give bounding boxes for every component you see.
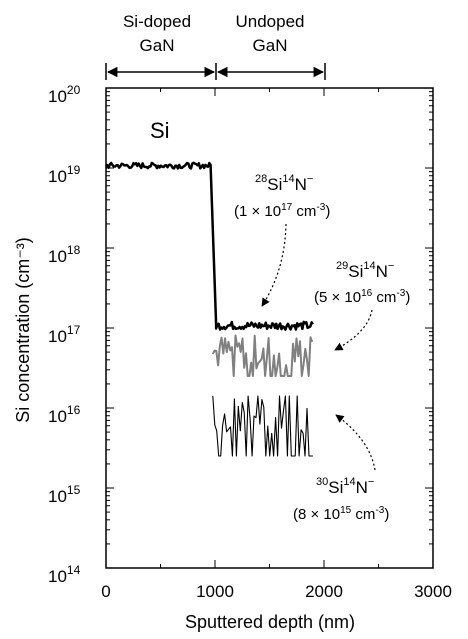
annotation-29sin-conc: (5 × 1016 cm-3)	[314, 288, 410, 306]
x-tick-label: 3000	[414, 582, 452, 601]
y-tick-labels: 1020 1019 1018 1017 1016 1015 1014	[48, 83, 81, 586]
tick-layer	[105, 87, 434, 569]
annotation-si: Si	[150, 118, 170, 143]
series-si-line	[104, 161, 314, 331]
y-tick-label: 1020	[48, 83, 81, 106]
y-tick-label: 1018	[48, 243, 81, 266]
y-tick-label: 1019	[48, 163, 81, 186]
x-tick-label: 1000	[196, 582, 234, 601]
region-label-si-doped-line1: Si-doped	[123, 12, 191, 31]
y-tick-label: 1014	[48, 563, 81, 586]
plot-frame	[105, 87, 434, 569]
region-label-undoped-line2: GaN	[253, 36, 288, 55]
annotation-30sin: 30Si14N− (8 × 1015 cm-3)	[293, 414, 389, 523]
annotation-30sin-conc: (8 × 1015 cm-3)	[293, 505, 389, 523]
annotation-30sin-arrow	[335, 414, 376, 471]
region-label-undoped-line1: Undoped	[235, 12, 304, 31]
annotation-29sin: 29Si14N− (5 × 1016 cm-3)	[314, 260, 410, 351]
series-30sin-line	[212, 395, 313, 457]
annotation-28sin-formula: 28Si14N−	[255, 173, 313, 194]
y-tick-label: 1016	[48, 403, 81, 426]
region-header: Si-doped GaN Undoped GaN	[105, 12, 326, 80]
region-label-si-doped-line2: GaN	[140, 36, 175, 55]
y-axis-title: Si concentration (cm⁻³)	[13, 237, 33, 423]
series-29sin-line	[211, 334, 314, 377]
annotation-30sin-formula: 30Si14N−	[316, 476, 374, 497]
x-tick-label: 2000	[305, 582, 343, 601]
annotation-28sin: 28Si14N− (1 × 1017 cm-3)	[234, 173, 330, 307]
x-tick-labels: 0 1000 2000 3000	[101, 582, 452, 601]
series-layer	[104, 161, 314, 457]
annotation-29sin-arrow	[334, 309, 373, 351]
y-tick-label: 1015	[48, 483, 81, 506]
x-tick-label: 0	[101, 582, 110, 601]
annotation-28sin-conc: (1 × 1017 cm-3)	[234, 202, 330, 220]
x-axis-title: Sputtered depth (nm)	[185, 612, 355, 632]
annotation-29sin-formula: 29Si14N−	[336, 260, 394, 281]
annotation-28sin-arrow	[261, 223, 287, 307]
y-tick-label: 1017	[48, 323, 81, 346]
